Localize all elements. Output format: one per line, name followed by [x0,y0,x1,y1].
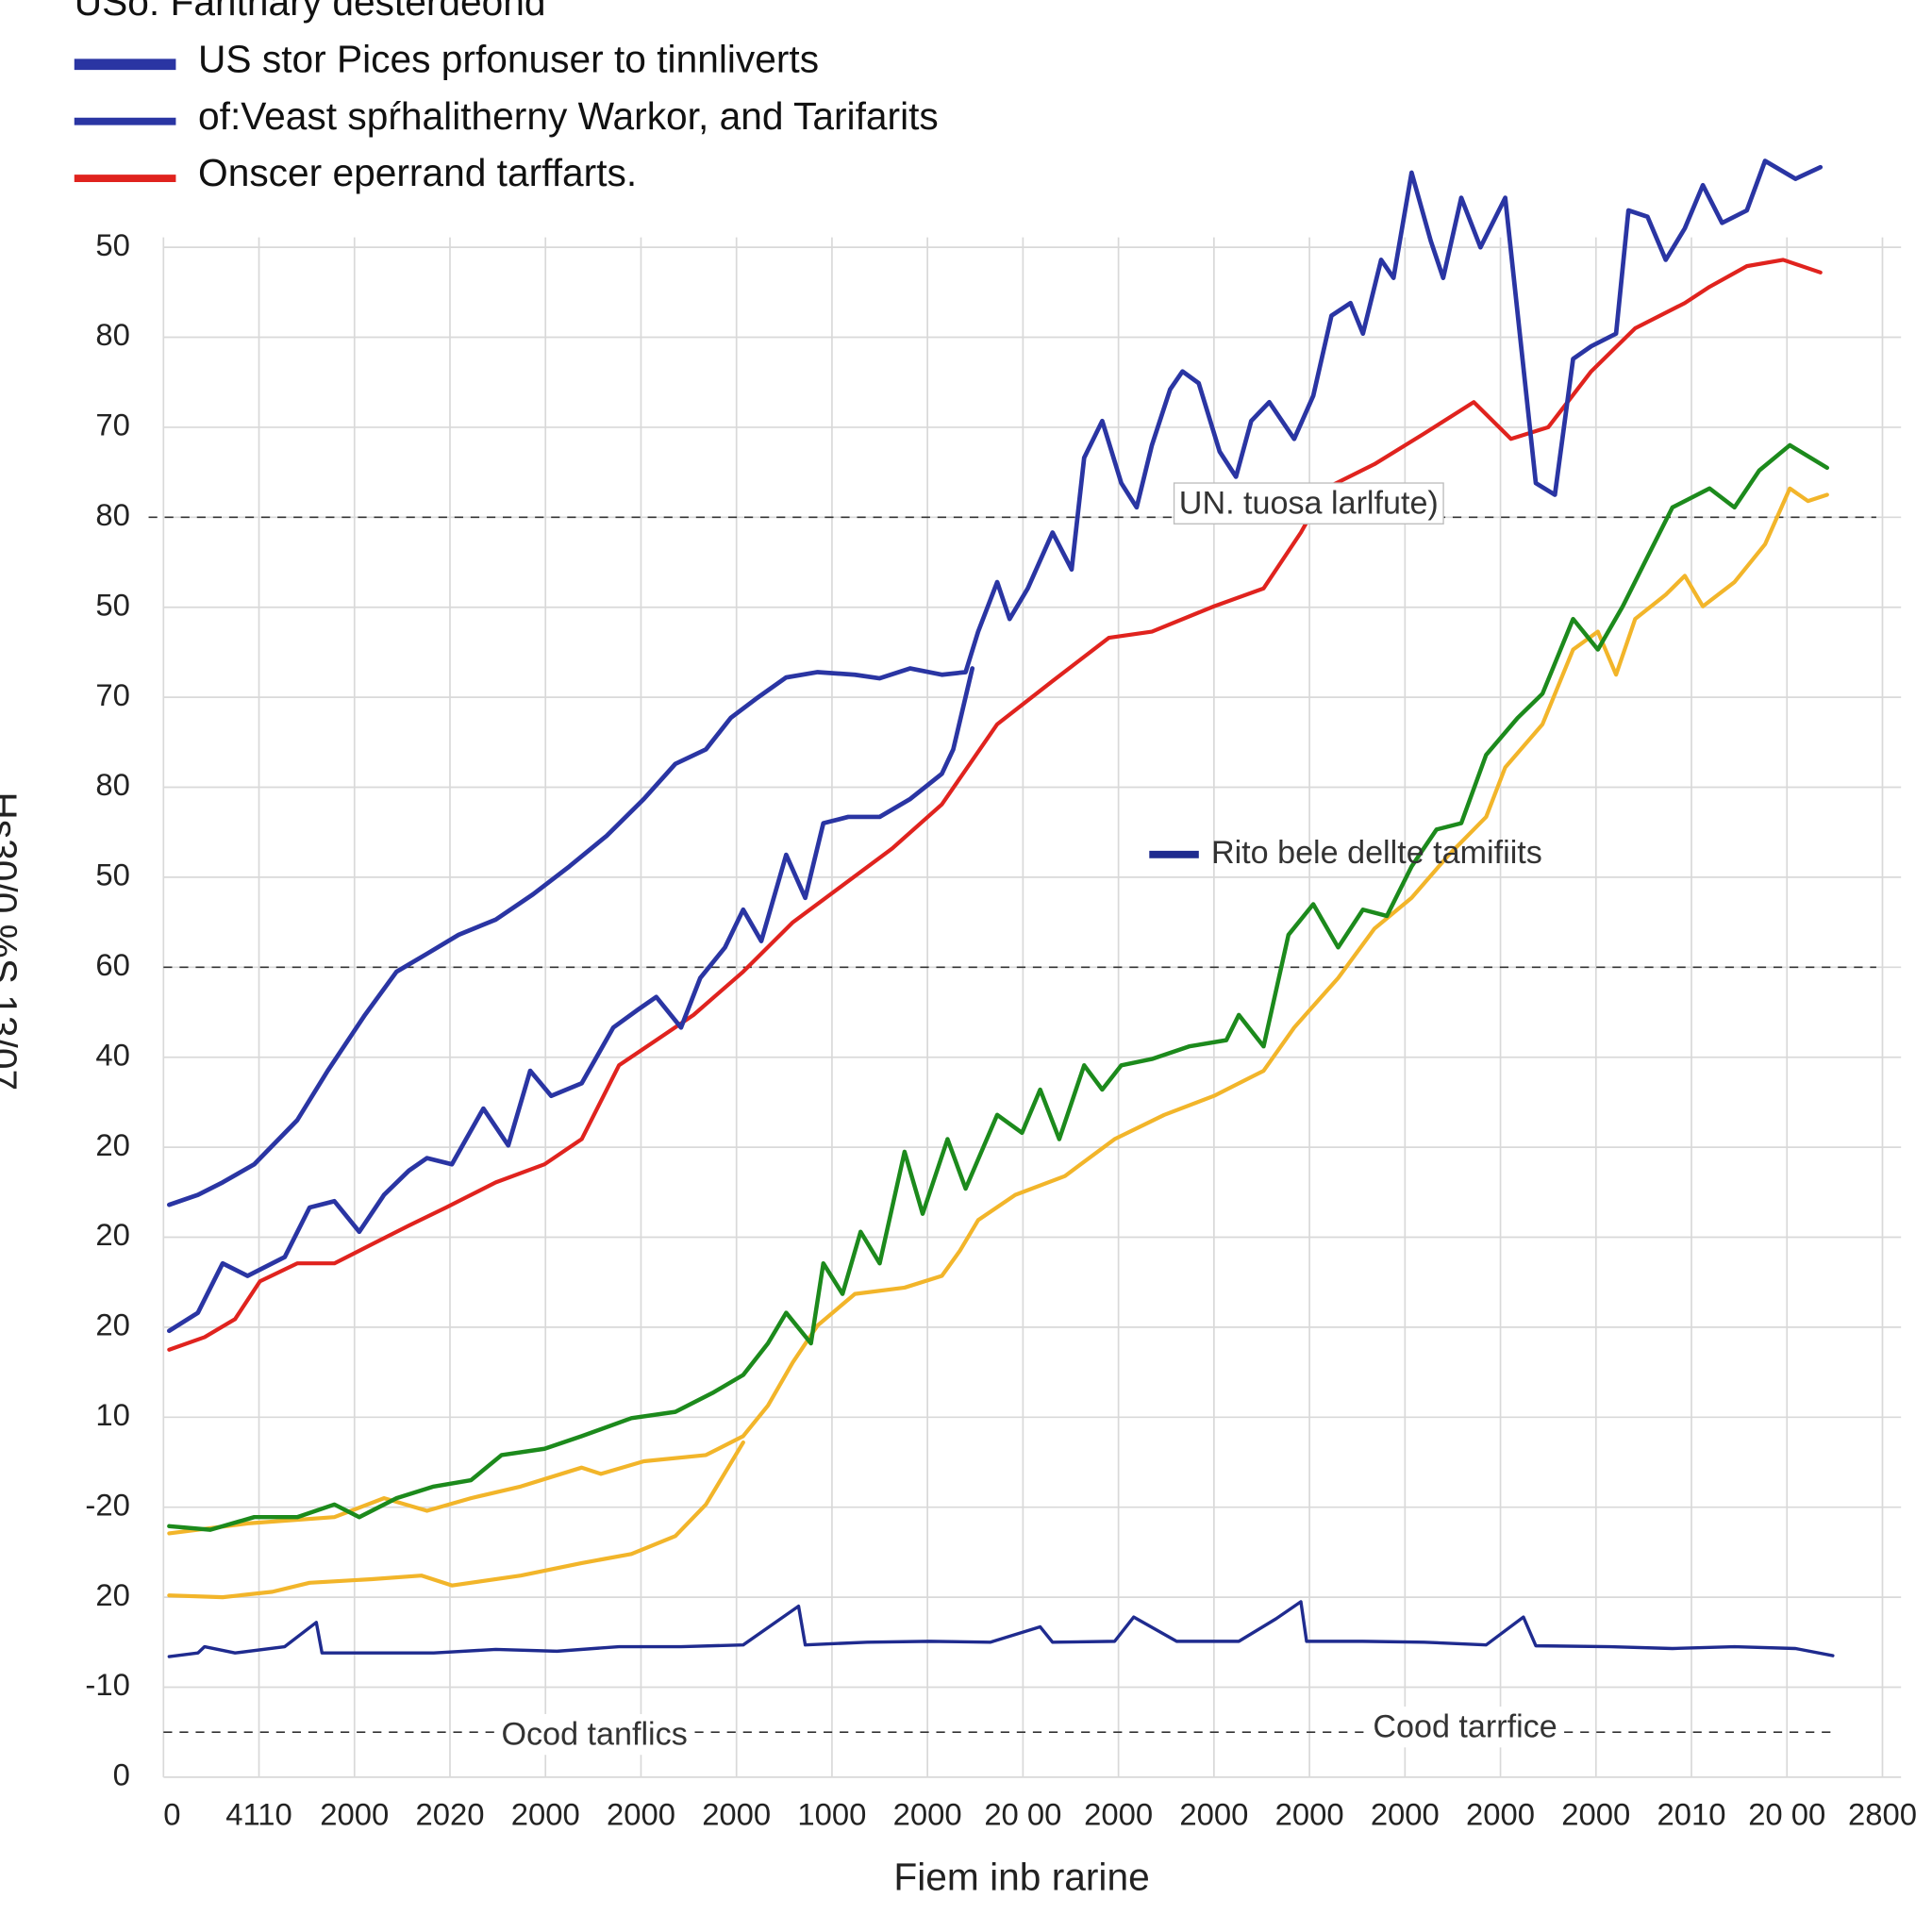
x-tick-label: 20 00 [1748,1797,1825,1832]
x-axis-label: Fiem inb rarine [893,1856,1149,1899]
y-tick-label: 20 [95,1577,130,1612]
y-tick-label: 50 [95,227,130,262]
y-tick-label: -20 [85,1487,129,1522]
y-tick-label: 70 [95,677,130,712]
y-tick-label: 80 [95,497,130,532]
y-tick-label: 60 [95,947,130,982]
y-tick-label: 20 [95,1307,130,1342]
x-tick-label: 2000 [702,1797,771,1832]
series-line [167,442,1830,1532]
y-tick-label: 0 [113,1757,130,1792]
x-tick-label: 4110 [225,1797,292,1832]
x-tick-label: 2000 [893,1797,962,1832]
x-tick-label: 2010 [1657,1797,1726,1832]
series-line [166,158,1824,1208]
x-tick-label: 2000 [1561,1797,1630,1832]
x-tick-label: 2800 [1848,1797,1917,1832]
annotation-bg [1368,1707,1562,1748]
annotation: Cood tarrfice [1373,1709,1557,1745]
x-tick-label: 2000 [320,1797,389,1832]
x-tick-label: 0 [163,1797,180,1832]
series-line [167,1440,745,1600]
series-line [167,486,1829,1536]
chart-title: USo: Faritriary desterdeond [75,0,546,24]
y-tick-label: 40 [95,1037,130,1072]
annotation-bg [1173,482,1444,525]
legend-label: Rito bele dellte tamifiits [1211,835,1542,871]
y-tick-label: 80 [95,767,130,802]
annotation: UN. tuosa larlfute) [1179,486,1439,522]
legend-label: Onscer eperrand tarffarts. [198,151,637,194]
y-tick-label: 50 [95,858,130,892]
x-tick-label: 2000 [1371,1797,1440,1832]
x-tick-label: 2000 [1275,1797,1344,1832]
x-tick-label: 1000 [797,1797,866,1832]
series-line [167,1600,1835,1658]
y-tick-label: 50 [95,587,130,622]
x-tick-label: 2000 [1179,1797,1248,1832]
y-tick-label: 80 [95,317,130,352]
x-tick-label: 2000 [607,1797,675,1832]
y-axis-label: Hs30/0 %S 13/07 [0,791,25,1091]
x-tick-label: 20 00 [984,1797,1061,1832]
y-tick-label: -10 [85,1667,129,1702]
legend-label: of:Veast spŕhalitherny Warkor, and Tarif… [198,94,939,138]
y-tick-label: 70 [95,408,130,442]
x-tick-label: 2020 [415,1797,484,1832]
y-tick-label: 10 [95,1397,130,1432]
annotation: Ocod tanflics [502,1717,688,1753]
series-line [166,666,975,1334]
legend-label: US stor Pices prfonuser to tinnliverts [198,37,819,80]
y-tick-label: 20 [95,1217,130,1252]
x-tick-label: 2000 [1084,1797,1153,1832]
x-tick-label: 2000 [1466,1797,1535,1832]
annotation-bg [496,1713,693,1756]
y-tick-label: 20 [95,1127,130,1162]
x-tick-label: 2000 [511,1797,580,1832]
